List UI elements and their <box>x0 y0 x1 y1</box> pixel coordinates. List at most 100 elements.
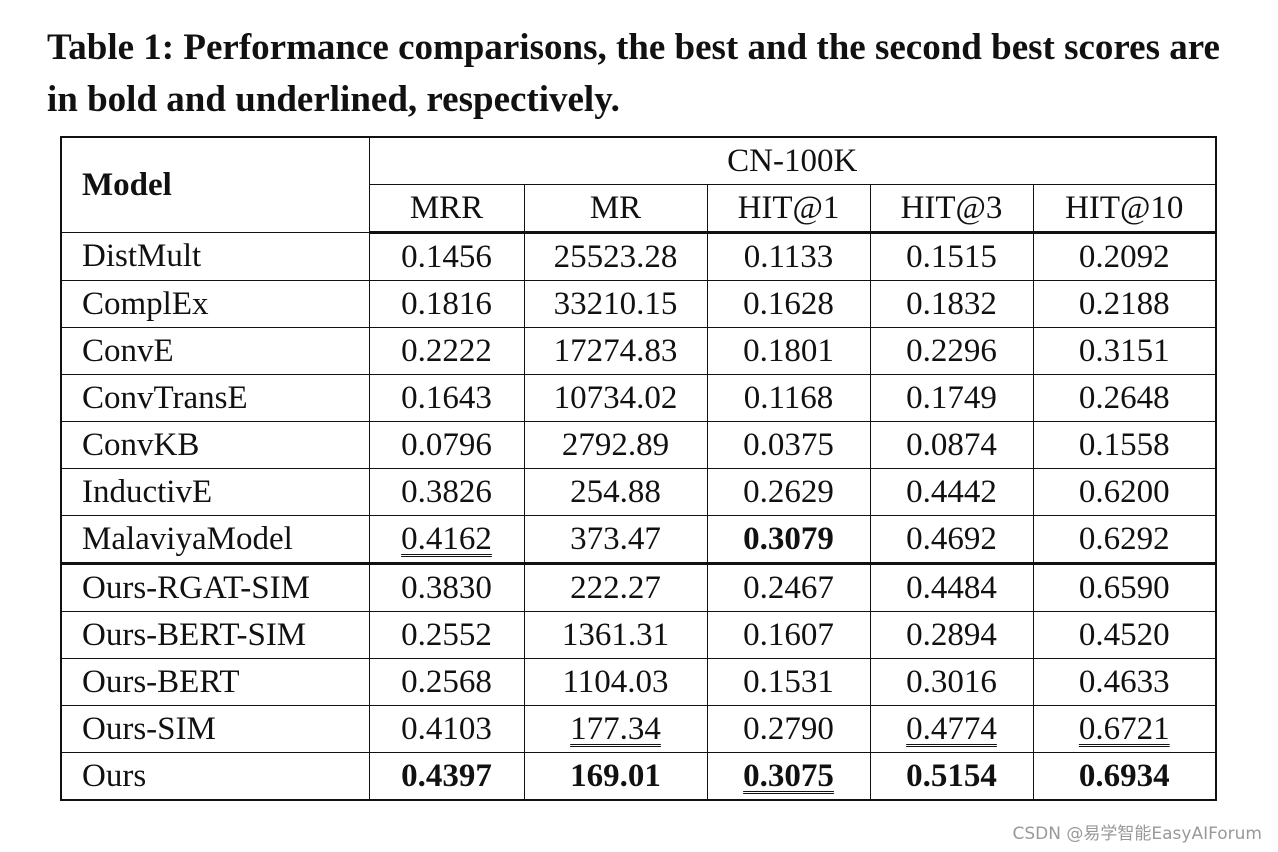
header-row: Model CN-100K <box>60 136 1217 233</box>
cell-text: DistMult <box>82 238 202 274</box>
score-cell: 0.1456 <box>368 232 525 281</box>
score-cell: 0.2568 <box>368 658 525 706</box>
score-cell: 0.1558 <box>1032 421 1217 469</box>
cell-text: 0.3830 <box>401 569 492 606</box>
score-cell: 0.1832 <box>869 280 1034 328</box>
cell-text: 0.0874 <box>906 426 997 463</box>
column-header: MRR <box>368 184 525 234</box>
score-cell: 177.34 <box>523 705 708 753</box>
cell-text: MalaviyaModel <box>82 520 293 557</box>
cell-text: 25523.28 <box>553 238 678 275</box>
cell-text: 0.4442 <box>906 473 997 510</box>
table-head: Model CN-100K MRR MR HIT@1 HIT@3 HIT@10 <box>60 136 1217 234</box>
cell-text: 0.2552 <box>401 616 492 653</box>
results-table: Model CN-100K MRR MR HIT@1 HIT@3 HIT@10 Dist… <box>60 136 1217 801</box>
score-cell: 0.3830 <box>368 562 525 612</box>
table-row: DistMult 0.1456 25523.28 0.1133 0.1515 0.2092 <box>60 232 1217 281</box>
table-row: ConvE 0.2222 17274.83 0.1801 0.2296 0.3151 <box>60 327 1217 375</box>
cell-text: 0.1801 <box>743 332 834 369</box>
score-cell: 169.01 <box>523 752 708 801</box>
cell-text: 0.2568 <box>401 663 492 700</box>
score-cell: 0.6200 <box>1032 468 1217 516</box>
score-cell: 0.0874 <box>869 421 1034 469</box>
cell-text: 0.4103 <box>401 710 492 747</box>
table-row: InductivE 0.3826 254.88 0.2629 0.4442 0.6200 <box>60 468 1217 516</box>
score-cell: 0.3151 <box>1032 327 1217 375</box>
cell-text: 0.4774 <box>906 710 997 747</box>
cell-text: 0.4692 <box>906 520 997 557</box>
score-cell: 33210.15 <box>523 280 708 328</box>
table-row: Ours-BERT-SIM 0.2552 1361.31 0.1607 0.2894 0.… <box>60 611 1217 659</box>
table-body: DistMult 0.1456 25523.28 0.1133 0.1515 0.2092… <box>60 232 1217 801</box>
score-cell: 10734.02 <box>523 374 708 422</box>
group-header: CN-100K <box>368 136 1217 185</box>
model-name: ConvTransE <box>60 374 370 422</box>
cell-text: 1361.31 <box>561 616 670 653</box>
table-row: Ours-BERT 0.2568 1104.03 0.1531 0.3016 0.4633 <box>60 658 1217 706</box>
score-cell: 0.6721 <box>1032 705 1217 753</box>
cell-text: 0.4162 <box>401 520 492 557</box>
cell-text: 177.34 <box>570 710 661 747</box>
column-header: HIT@10 <box>1032 184 1217 234</box>
cell-text: 0.0796 <box>401 426 492 463</box>
cell-text: 1104.03 <box>562 663 669 700</box>
table-row: ConvTransE 0.1643 10734.02 0.1168 0.1749 0.26… <box>60 374 1217 422</box>
model-header: Model <box>60 136 370 233</box>
cell-text: 0.3079 <box>743 520 834 557</box>
score-cell: 25523.28 <box>523 232 708 281</box>
cell-text: 0.3075 <box>743 757 834 794</box>
cell-text: 0.4397 <box>401 757 492 794</box>
model-name: Ours-BERT <box>60 658 370 706</box>
model-name: Ours <box>60 752 370 801</box>
score-cell: 0.2894 <box>869 611 1034 659</box>
table-row: MalaviyaModel 0.4162 373.47 0.3079 0.4692 0.6… <box>60 515 1217 564</box>
cell-text: 0.1531 <box>743 663 834 700</box>
score-cell: 2792.89 <box>523 421 708 469</box>
cell-text: 222.27 <box>570 569 661 606</box>
cell-text: ConvKB <box>82 426 200 463</box>
cell-text: 0.6721 <box>1078 710 1170 747</box>
table-caption: Table 1: Performance comparisons, the be… <box>47 27 1220 120</box>
cell-text: Ours <box>82 757 147 794</box>
cell-text: 0.4633 <box>1078 663 1170 700</box>
cell-text: 0.4520 <box>1078 616 1170 653</box>
model-name: ConvE <box>60 327 370 375</box>
cell-text: 0.2296 <box>906 332 997 369</box>
cell-text: 0.2629 <box>743 473 834 510</box>
cell-text: 0.6292 <box>1078 520 1170 557</box>
cell-text: 0.6934 <box>1078 757 1170 794</box>
score-cell: 0.4442 <box>869 468 1034 516</box>
score-cell: 0.4633 <box>1032 658 1217 706</box>
model-name: Ours-RGAT-SIM <box>60 562 370 612</box>
score-cell: 0.6934 <box>1032 752 1217 801</box>
table-row: ConvKB 0.0796 2792.89 0.0375 0.0874 0.1558 <box>60 421 1217 469</box>
score-cell: 0.4484 <box>869 562 1034 612</box>
cell-text: Ours-BERT-SIM <box>82 616 307 653</box>
cell-text: 0.1558 <box>1078 426 1170 463</box>
cell-text: 0.2188 <box>1078 285 1170 322</box>
cell-text: 0.1456 <box>401 238 492 275</box>
table-row: ComplEx 0.1816 33210.15 0.1628 0.1832 0.2188 <box>60 280 1217 328</box>
score-cell: 0.3016 <box>869 658 1034 706</box>
cell-text: Ours-RGAT-SIM <box>82 569 310 606</box>
cell-text: 33210.15 <box>553 285 678 322</box>
cell-text: 0.1515 <box>906 238 997 275</box>
cell-text: 17274.83 <box>553 332 678 369</box>
cell-text: Ours-BERT <box>82 663 240 700</box>
cell-text: 0.1832 <box>906 285 997 322</box>
table-row: Ours 0.4397 169.01 0.3075 0.5154 0.6934 <box>60 752 1217 801</box>
model-name: Ours-SIM <box>60 705 370 753</box>
score-cell: 0.6292 <box>1032 515 1217 564</box>
cell-text: 0.1133 <box>743 238 834 275</box>
model-name: Ours-BERT-SIM <box>60 611 370 659</box>
score-cell: 0.2092 <box>1032 232 1217 281</box>
cell-text: 0.2894 <box>906 616 997 653</box>
column-header: MR <box>523 184 708 234</box>
score-cell: 0.3079 <box>706 515 871 564</box>
cell-text: 169.01 <box>570 757 661 794</box>
cell-text: 0.2222 <box>401 332 492 369</box>
score-cell: 0.4520 <box>1032 611 1217 659</box>
header-row: MRR MR HIT@1 HIT@3 HIT@10 <box>61 184 1217 234</box>
score-cell: 0.6590 <box>1032 562 1217 612</box>
